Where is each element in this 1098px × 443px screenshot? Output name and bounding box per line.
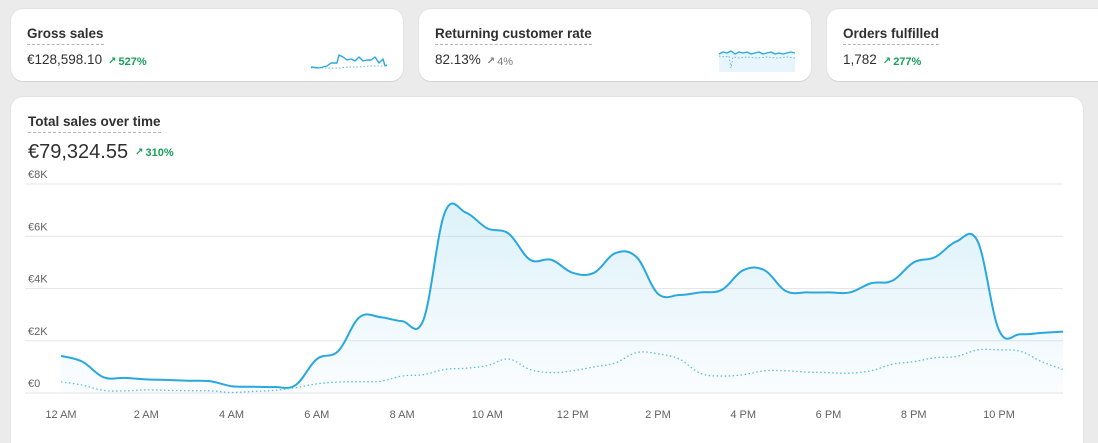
x-tick-label: 4 AM	[219, 409, 244, 421]
main-value: €79,324.55	[28, 141, 129, 163]
x-tick-label: 12 AM	[45, 409, 76, 421]
kpi-value-row: 82.13% ↗ 4%	[435, 52, 513, 68]
sparkline-gross-sales	[310, 54, 388, 69]
sparkline-returning-rate	[718, 50, 796, 72]
x-tick-label: 8 PM	[901, 409, 927, 421]
total-sales-card: Total sales over time €79,324.55 ↗ 310% …	[11, 97, 1083, 443]
main-delta: ↗ 310%	[135, 147, 174, 159]
x-tick-label: 4 PM	[730, 409, 756, 421]
kpi-delta-value: 277%	[893, 55, 922, 68]
series-area-fill	[61, 203, 1063, 393]
x-tick-label: 6 AM	[304, 409, 329, 421]
kpi-delta: ↗ 527%	[108, 56, 147, 68]
main-delta-value: 310%	[145, 146, 174, 159]
chart-title[interactable]: Total sales over time	[28, 114, 161, 133]
y-tick-label: €8K	[28, 169, 48, 181]
x-tick-label: 12 PM	[557, 409, 589, 421]
arrow-up-right-icon: ↗	[486, 56, 496, 67]
kpi-value-row: 1,782 ↗ 277%	[843, 52, 921, 68]
kpi-card-gross-sales[interactable]: Gross sales €128,598.10 ↗ 527%	[11, 9, 403, 81]
kpi-title[interactable]: Orders fulfilled	[843, 26, 940, 45]
y-tick-label: €0	[28, 378, 40, 390]
series-line-current	[60, 202, 1064, 389]
kpi-value-row: €128,598.10 ↗ 527%	[27, 52, 147, 68]
total-sales-chart[interactable]: €0 €2K €4K €6K €8K 12 AM 2 AM 4 AM 6 AM 8 AM 10 AM…	[11, 97, 1083, 443]
kpi-delta: ↗ 277%	[883, 56, 922, 68]
kpi-delta-value: 527%	[118, 55, 147, 68]
y-tick-label: €6K	[28, 221, 48, 233]
x-tick-label: 6 PM	[816, 409, 842, 421]
x-tick-label: 2 PM	[645, 409, 671, 421]
x-tick-label: 10 PM	[983, 409, 1015, 421]
kpi-title[interactable]: Gross sales	[27, 26, 104, 45]
y-tick-label: €4K	[28, 274, 48, 286]
x-tick-label: 2 AM	[134, 409, 159, 421]
x-tick-label: 8 AM	[390, 409, 415, 421]
series-line-comparison	[60, 348, 1064, 394]
arrow-up-right-icon: ↗	[882, 56, 892, 67]
kpi-card-returning-customer-rate[interactable]: Returning customer rate 82.13% ↗ 4%	[419, 9, 811, 81]
kpi-title[interactable]: Returning customer rate	[435, 26, 592, 45]
main-value-row: €79,324.55 ↗ 310%	[28, 141, 174, 164]
arrow-up-right-icon: ↗	[108, 56, 117, 67]
kpi-value: €128,598.10	[27, 52, 103, 67]
kpi-delta-value: 4%	[497, 55, 514, 68]
kpi-delta: ↗ 4%	[487, 56, 513, 68]
x-tick-label: 10 AM	[472, 409, 503, 421]
kpi-value: 1,782	[843, 52, 877, 67]
kpi-value: 82.13%	[435, 52, 481, 67]
y-tick-label: €2K	[28, 326, 48, 338]
kpi-card-orders-fulfilled[interactable]: Orders fulfilled 1,782 ↗ 277%	[827, 9, 1098, 81]
arrow-up-right-icon: ↗	[135, 147, 144, 158]
